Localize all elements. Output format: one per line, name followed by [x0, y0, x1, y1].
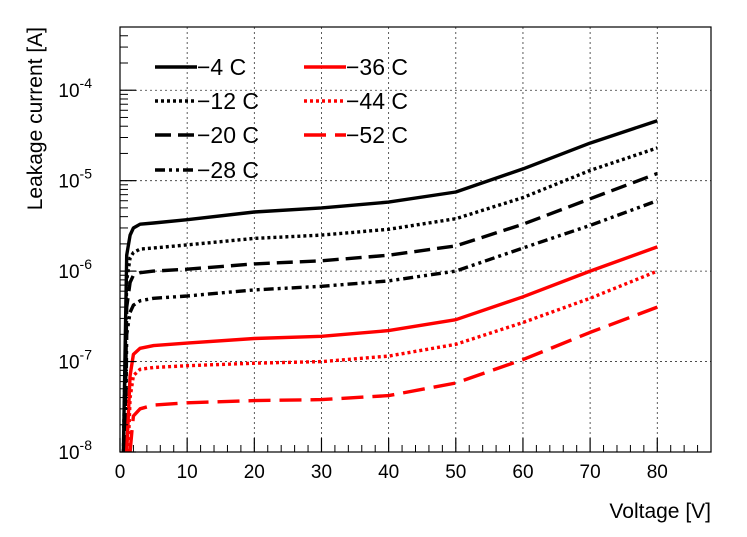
legend-label: −52 C [346, 122, 408, 148]
y-tick-exponent: -5 [80, 166, 93, 182]
legend-label: −28 C [197, 157, 259, 183]
x-axis-title: Voltage [V] [609, 500, 711, 523]
y-axis-title: Leakage current [A] [24, 27, 47, 210]
y-tick-exponent: -6 [80, 256, 93, 272]
legend-entry: −20 C [155, 122, 259, 148]
y-tick-base: 10 [58, 353, 79, 374]
legend-entry: −36 C [304, 54, 408, 80]
x-tick-label: 40 [378, 462, 399, 483]
series-lines [121, 119, 658, 453]
legend: −4 C −12 C −20 C −28 C −36 C −44 C −52 C [155, 54, 408, 183]
series-line [128, 305, 658, 453]
series-line [126, 269, 658, 453]
legend-entry: −44 C [304, 88, 408, 114]
y-tick-label: 10-7 [58, 347, 92, 374]
x-tick-label: 60 [512, 462, 533, 483]
y-tick-exponent: -4 [80, 75, 93, 91]
series-line [121, 146, 658, 453]
x-tick-label: 0 [115, 462, 126, 483]
legend-label: −44 C [346, 88, 408, 114]
x-tick-label: 20 [244, 462, 265, 483]
y-tick-label: 10-5 [58, 166, 92, 193]
x-tick-label: 70 [580, 462, 601, 483]
legend-label: −36 C [346, 54, 408, 80]
x-tick-label: 50 [445, 462, 466, 483]
y-tick-exponent: -7 [80, 347, 93, 363]
legend-label: −12 C [197, 88, 259, 114]
y-tick-label: 10-4 [58, 75, 92, 102]
y-tick-base: 10 [58, 81, 79, 102]
x-tick-label: 30 [311, 462, 332, 483]
y-tick-exponent: -8 [80, 437, 93, 453]
x-tick-label: 10 [177, 462, 198, 483]
legend-entry: −4 C [155, 54, 246, 80]
x-tick-label: 80 [647, 462, 668, 483]
grid-lines [120, 27, 711, 452]
legend-label: −4 C [197, 54, 246, 80]
legend-label: −20 C [197, 122, 259, 148]
series-line [121, 119, 658, 453]
series-line [125, 245, 658, 453]
y-tick-label: 10-8 [58, 437, 92, 464]
y-tick-base: 10 [58, 443, 79, 464]
series-line [123, 199, 658, 453]
series-line [123, 171, 658, 453]
y-tick-base: 10 [58, 262, 79, 283]
legend-entry: −52 C [304, 122, 408, 148]
legend-entry: −28 C [155, 157, 259, 183]
legend-entry: −12 C [155, 88, 259, 114]
y-tick-label: 10-6 [58, 256, 92, 283]
y-tick-base: 10 [58, 172, 79, 193]
